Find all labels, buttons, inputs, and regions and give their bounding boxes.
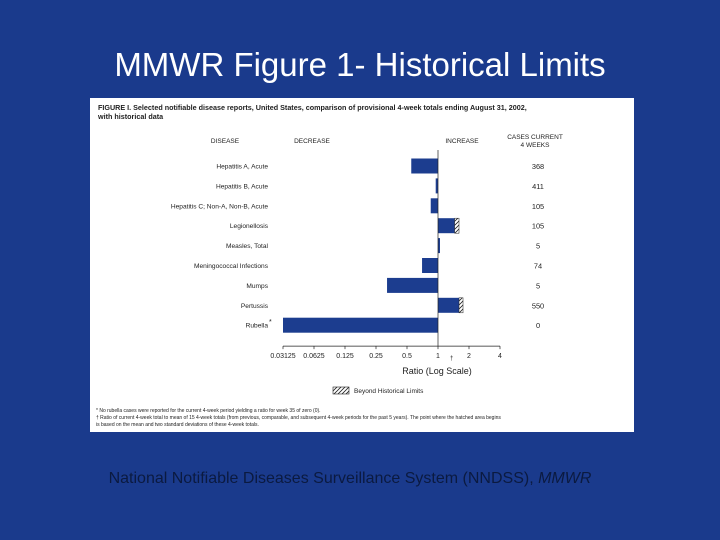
caption-italic: MMWR bbox=[538, 470, 592, 487]
category-label: Pertussis bbox=[241, 303, 269, 310]
bar-beyond-limit bbox=[454, 217, 460, 234]
footnote-2: † Ratio of current 4-week total to mean … bbox=[96, 415, 501, 421]
column-header-cases-line2: 4 WEEKS bbox=[521, 142, 551, 149]
column-header-disease: DISEASE bbox=[211, 138, 240, 145]
x-tick-label: 0.5 bbox=[402, 353, 412, 360]
bar bbox=[438, 238, 440, 254]
figure-chart: FIGURE I. Selected notifiable disease re… bbox=[96, 103, 563, 428]
cases-value: 5 bbox=[536, 242, 540, 251]
source-caption: National Notifiable Diseases Surveillanc… bbox=[0, 470, 700, 488]
footnote-3: is based on the mean and two standard de… bbox=[96, 422, 259, 428]
bar bbox=[422, 258, 438, 273]
cases-value: 105 bbox=[532, 202, 544, 211]
category-label: Hepatitis B, Acute bbox=[216, 183, 268, 190]
x-tick-label: 0.03125 bbox=[270, 353, 295, 360]
bar bbox=[430, 198, 438, 214]
slide-title: MMWR Figure 1- Historical Limits bbox=[114, 46, 606, 83]
bar bbox=[438, 297, 460, 313]
x-tick-label: 0.0625 bbox=[303, 353, 325, 360]
category-label: Mumps bbox=[246, 283, 268, 290]
legend-swatch-hatched bbox=[332, 386, 350, 395]
legend-label: Beyond Historical Limits bbox=[354, 388, 424, 395]
category-label: Legionellosis bbox=[230, 223, 269, 230]
bar bbox=[411, 158, 438, 174]
plot-area: Hepatitis A, Acute 368 Hepatitis B, Acute 4… bbox=[171, 150, 544, 360]
category-label: Meningococcal Infections bbox=[194, 263, 269, 270]
caption-text: National Notifiable Diseases Surveillanc… bbox=[108, 470, 539, 487]
cases-value: 0 bbox=[536, 321, 540, 330]
x-axis-title: Ratio (Log Scale) † bbox=[402, 356, 472, 376]
cases-value: 550 bbox=[532, 301, 544, 310]
cases-value: 411 bbox=[532, 182, 544, 191]
column-header-cases-line1: CASES CURRENT bbox=[507, 134, 563, 141]
cases-value: 368 bbox=[532, 162, 544, 171]
x-axis-label: Ratio (Log Scale) bbox=[402, 366, 472, 376]
category-label: Rubella bbox=[246, 323, 269, 330]
x-tick-label: 0.25 bbox=[369, 353, 383, 360]
cases-value: 5 bbox=[536, 281, 540, 290]
x-tick-label: 2 bbox=[467, 353, 471, 360]
x-tick-label: 4 bbox=[498, 353, 502, 360]
cases-value: 105 bbox=[532, 222, 544, 231]
bar bbox=[435, 178, 438, 194]
bar bbox=[387, 277, 438, 293]
column-header-increase: INCREASE bbox=[445, 138, 479, 145]
x-tick-label: 1 bbox=[436, 353, 440, 360]
category-mark: * bbox=[269, 319, 272, 326]
figure-panel: FIGURE I. Selected notifiable disease re… bbox=[90, 98, 634, 432]
figure-title-line2: with historical data bbox=[97, 112, 164, 121]
legend: Beyond Historical Limits bbox=[332, 386, 424, 395]
category-label: Hepatitis C; Non-A, Non-B, Acute bbox=[171, 203, 268, 210]
bar-beyond-limit bbox=[458, 297, 464, 314]
x-axis-label-mark: † bbox=[450, 356, 453, 362]
column-header-decrease: DECREASE bbox=[294, 138, 330, 145]
category-label: Hepatitis A, Acute bbox=[216, 164, 268, 171]
cases-value: 74 bbox=[534, 262, 542, 271]
figure-title-line1: FIGURE I. Selected notifiable disease re… bbox=[98, 103, 527, 112]
category-label: Measles, Total bbox=[226, 243, 269, 250]
bar bbox=[283, 317, 438, 333]
x-tick-label: 0.125 bbox=[336, 353, 354, 360]
bar bbox=[438, 218, 455, 234]
footnote-1: * No rubella cases were reported for the… bbox=[96, 408, 321, 414]
